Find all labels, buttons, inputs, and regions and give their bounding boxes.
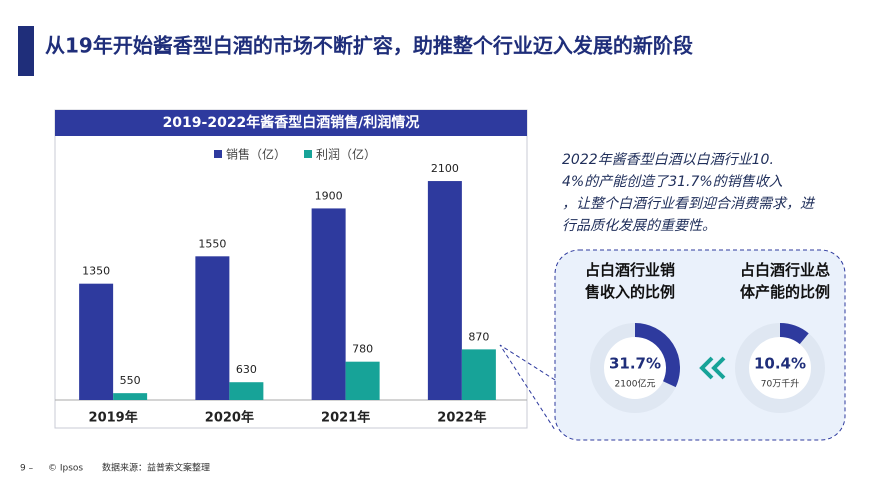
bar (427, 181, 462, 400)
footer-source: 数据来源：益普索文案整理 (102, 462, 210, 474)
chart-title: 2019-2022年酱香型白酒销售/利润情况 (163, 114, 420, 131)
title-accent (18, 26, 34, 76)
value-label: 870 (468, 330, 489, 343)
callout-heading: 占白酒行业总体产能的比例 (740, 261, 830, 301)
note: 2022年酱香型白酒以白酒行业10. 4%的产能创造了31.7%的销售收入，让整个… (562, 152, 816, 234)
value-label: 550 (120, 374, 141, 387)
bar (195, 256, 230, 400)
value-label: 1550 (198, 237, 226, 250)
value-label: 780 (352, 343, 373, 356)
slide-title: 从19年开始酱香型白酒的市场不断扩容，助推整个行业迈入发展的新阶段 (45, 34, 693, 58)
legend-swatch (214, 150, 222, 158)
bar (113, 393, 148, 400)
value-label: 1900 (315, 189, 343, 202)
footer-page: 9 – (20, 464, 34, 474)
bar (229, 382, 264, 400)
x-tick-label: 2021年 (321, 410, 370, 426)
footer-copyright: © Ipsos (48, 464, 83, 474)
chart-header (55, 110, 527, 136)
donut-value: 10.4% (754, 355, 806, 373)
callout-heading: 占白酒行业销售收入的比例 (585, 261, 675, 301)
donut-sub: 70万千升 (761, 379, 799, 390)
legend-label: 利润（亿） (316, 147, 376, 162)
bar (345, 361, 380, 400)
donut-sub: 2100亿元 (615, 378, 656, 390)
donut-arc (634, 323, 680, 388)
legend-label: 销售（亿） (226, 147, 286, 162)
bar (79, 283, 114, 400)
bar (311, 208, 346, 400)
callout-pointer (499, 344, 556, 431)
x-tick-label: 2020年 (205, 410, 254, 426)
value-label: 630 (236, 363, 257, 376)
arrow-icon (699, 356, 726, 380)
value-label: 2100 (431, 162, 459, 175)
x-tick-label: 2022年 (437, 410, 486, 426)
donut-arc (779, 323, 809, 345)
bar (461, 349, 496, 400)
donut-value: 31.7% (609, 355, 661, 373)
value-label: 1350 (82, 265, 110, 278)
x-tick-label: 2019年 (89, 410, 138, 426)
legend-swatch (304, 150, 312, 158)
